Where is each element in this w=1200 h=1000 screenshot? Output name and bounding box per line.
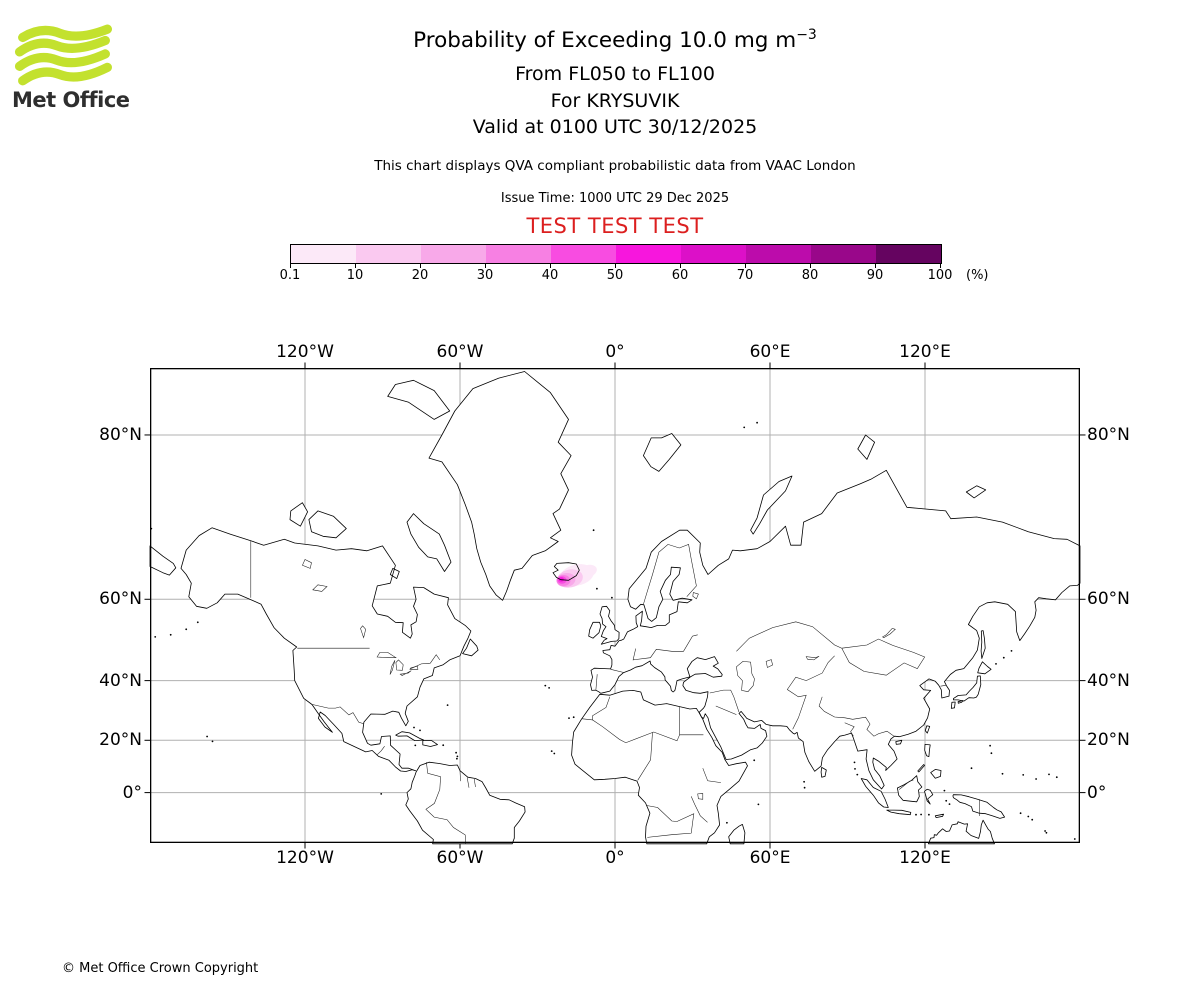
colorbar-segment	[291, 245, 356, 263]
lon-tick-label-bottom: 60°W	[436, 848, 484, 868]
title-exponent: −3	[796, 27, 817, 43]
colorbar-segment	[616, 245, 681, 263]
colorbar-tick-label: 10	[346, 268, 364, 283]
colorbar-tick-label: 40	[541, 268, 559, 283]
colorbar-tick	[809, 263, 811, 268]
colorbar-tick	[614, 263, 616, 268]
colorbar-tick	[289, 263, 291, 268]
met-office-logo: Met Office	[12, 22, 130, 122]
colorbar-tick-label: 30	[476, 268, 494, 283]
subtitle-volcano: For KRYSUVIK	[550, 90, 680, 112]
colorbar-segment	[876, 245, 941, 263]
colorbar-segment	[356, 245, 421, 263]
colorbar-tick-label: 60	[671, 268, 689, 283]
met-office-logo-text: Met Office	[12, 88, 130, 112]
lat-tick-label-right: 20°N	[1087, 730, 1130, 751]
subtitle-valid-time: Valid at 0100 UTC 30/12/2025	[472, 116, 758, 138]
issue-time: Issue Time: 1000 UTC 29 Dec 2025	[500, 191, 730, 206]
colorbar-segment	[421, 245, 486, 263]
colorbar-tick-label: 50	[606, 268, 624, 283]
colorbar-tick	[419, 263, 421, 268]
lon-tick-label-top: 0°	[605, 342, 625, 362]
lat-tick-label-left: 20°N	[99, 730, 142, 751]
colorbar-tick	[939, 263, 941, 268]
lon-tick-label-bottom: 120°W	[276, 848, 334, 868]
qva-compliance-note: This chart displays QVA compliant probab…	[374, 158, 856, 174]
copyright-text: © Met Office Crown Copyright	[62, 961, 259, 976]
colorbar-tick	[484, 263, 486, 268]
colorbar-tick-label: 90	[866, 268, 884, 283]
lat-tick-label-right: 60°N	[1087, 589, 1130, 610]
world-map	[144, 362, 1086, 849]
colorbar-tick-label: 80	[801, 268, 819, 283]
test-banner: TEST TEST TEST	[526, 214, 704, 238]
lat-tick-label-right: 80°N	[1087, 424, 1130, 445]
colorbar-segment	[746, 245, 811, 263]
colorbar-segment	[551, 245, 616, 263]
lon-tick-label-top: 60°W	[436, 342, 484, 362]
colorbar-segment	[486, 245, 551, 263]
lon-tick-label-bottom: 120°E	[899, 848, 951, 868]
colorbar-tick	[679, 263, 681, 268]
subtitle-flight-levels: From FL050 to FL100	[515, 63, 715, 85]
colorbar-segment	[681, 245, 746, 263]
colorbar-tick	[549, 263, 551, 268]
lon-tick-label-top: 60°E	[749, 342, 791, 362]
probability-colorbar	[290, 244, 942, 264]
colorbar-tick	[354, 263, 356, 268]
lat-tick-label-right: 40°N	[1087, 670, 1130, 691]
colorbar-tick	[744, 263, 746, 268]
page-title: Probability of Exceeding 10.0 mg m−3	[150, 27, 1080, 53]
colorbar-segment	[811, 245, 876, 263]
lat-tick-label-left: 80°N	[99, 424, 142, 445]
lon-tick-label-bottom: 60°E	[749, 848, 791, 868]
lat-tick-label-left: 0°	[122, 782, 142, 803]
lon-tick-label-top: 120°W	[276, 342, 334, 362]
lat-tick-label-left: 40°N	[99, 670, 142, 691]
met-office-logo-waves	[14, 24, 112, 86]
colorbar-tick-label: 0.1	[279, 268, 301, 283]
lat-tick-label-right: 0°	[1087, 782, 1107, 803]
lat-tick-label-left: 60°N	[99, 589, 142, 610]
colorbar-unit-label: (%)	[966, 268, 989, 283]
colorbar-tick-label: 70	[736, 268, 754, 283]
colorbar-tick-label: 100	[927, 268, 953, 283]
lon-tick-label-bottom: 0°	[605, 848, 625, 868]
title-text: Probability of Exceeding 10.0 mg m	[413, 28, 797, 54]
colorbar-tick	[874, 263, 876, 268]
lon-tick-label-top: 120°E	[899, 342, 951, 362]
colorbar-tick-label: 20	[411, 268, 429, 283]
